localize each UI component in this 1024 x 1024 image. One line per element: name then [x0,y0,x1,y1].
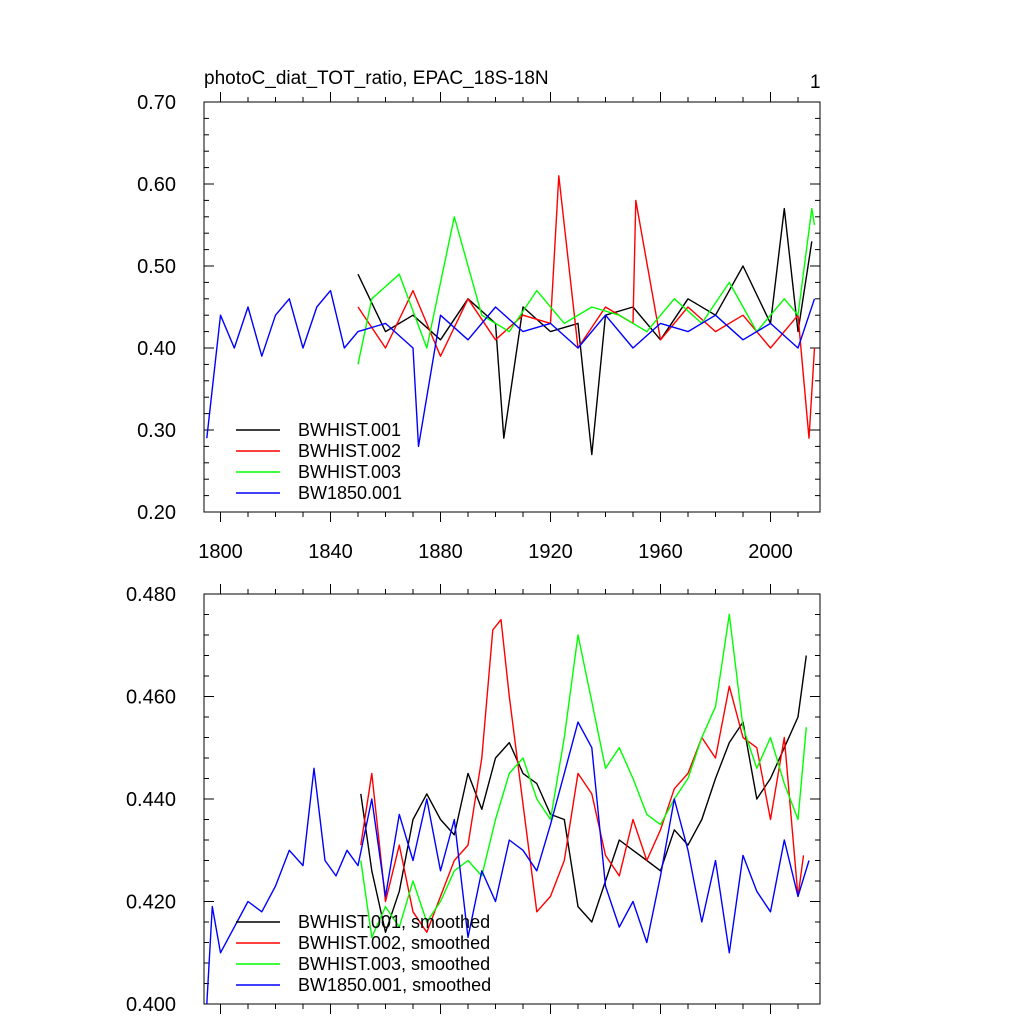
bottom-series-lines [206,613,810,1005]
series-line [206,289,816,448]
top-panel: photoC_diat_TOT_ratio, EPAC_18S-18N 1 0.… [137,68,821,563]
bottom-panel: 0.400 0.420 0.440 0.460 0.480 BWHIST.001, sm… [126,584,821,1016]
series-line [357,207,816,365]
x-tick-label: 1800 [198,541,243,563]
top-axis-ticks: 0.20 0.30 0.40 0.50 0.60 0.70 1800 1840 1880 1920… [137,92,820,563]
x-tick-label: 1840 [308,541,353,563]
series-line [357,207,813,456]
legend-label: BWHIST.001, smoothed [298,912,490,932]
series-line [357,175,816,439]
legend-label: BWHIST.002, smoothed [298,933,490,953]
bottom-axis-ticks: 0.400 0.420 0.440 0.460 0.480 [126,584,820,1016]
legend-label: BWHIST.002 [298,441,401,461]
x-tick-label: 1880 [418,541,463,563]
legend-label: BWHIST.003, smoothed [298,954,490,974]
series-line [360,618,805,933]
x-tick-label: 2000 [748,541,793,563]
top-series-lines [206,175,816,456]
legend-label: BWHIST.001 [298,420,401,440]
chart-title: photoC_diat_TOT_ratio, EPAC_18S-18N [204,68,549,89]
y-tick-label: 0.480 [126,584,176,606]
series-line [360,613,807,939]
y-tick-label: 0.30 [137,420,176,442]
y-tick-label: 0.50 [137,256,176,278]
series-line [360,655,807,933]
legend-label: BW1850.001, smoothed [298,975,491,995]
y-tick-label: 0.60 [137,174,176,196]
legend-label: BWHIST.003 [298,462,401,482]
y-tick-label: 0.460 [126,687,176,709]
y-tick-label: 0.40 [137,338,176,360]
x-tick-label: 1960 [638,541,683,563]
y-tick-label: 0.420 [126,892,176,914]
top-plot-frame [203,101,821,513]
y-tick-label: 0.20 [137,502,176,524]
legend-label: BW1850.001 [298,483,402,503]
y-tick-label: 0.70 [137,92,176,114]
panel-number: 1 [810,72,821,93]
series-line [206,721,810,1005]
x-tick-label: 1920 [528,541,573,563]
y-tick-label: 0.440 [126,789,176,811]
y-tick-label: 0.400 [126,994,176,1016]
